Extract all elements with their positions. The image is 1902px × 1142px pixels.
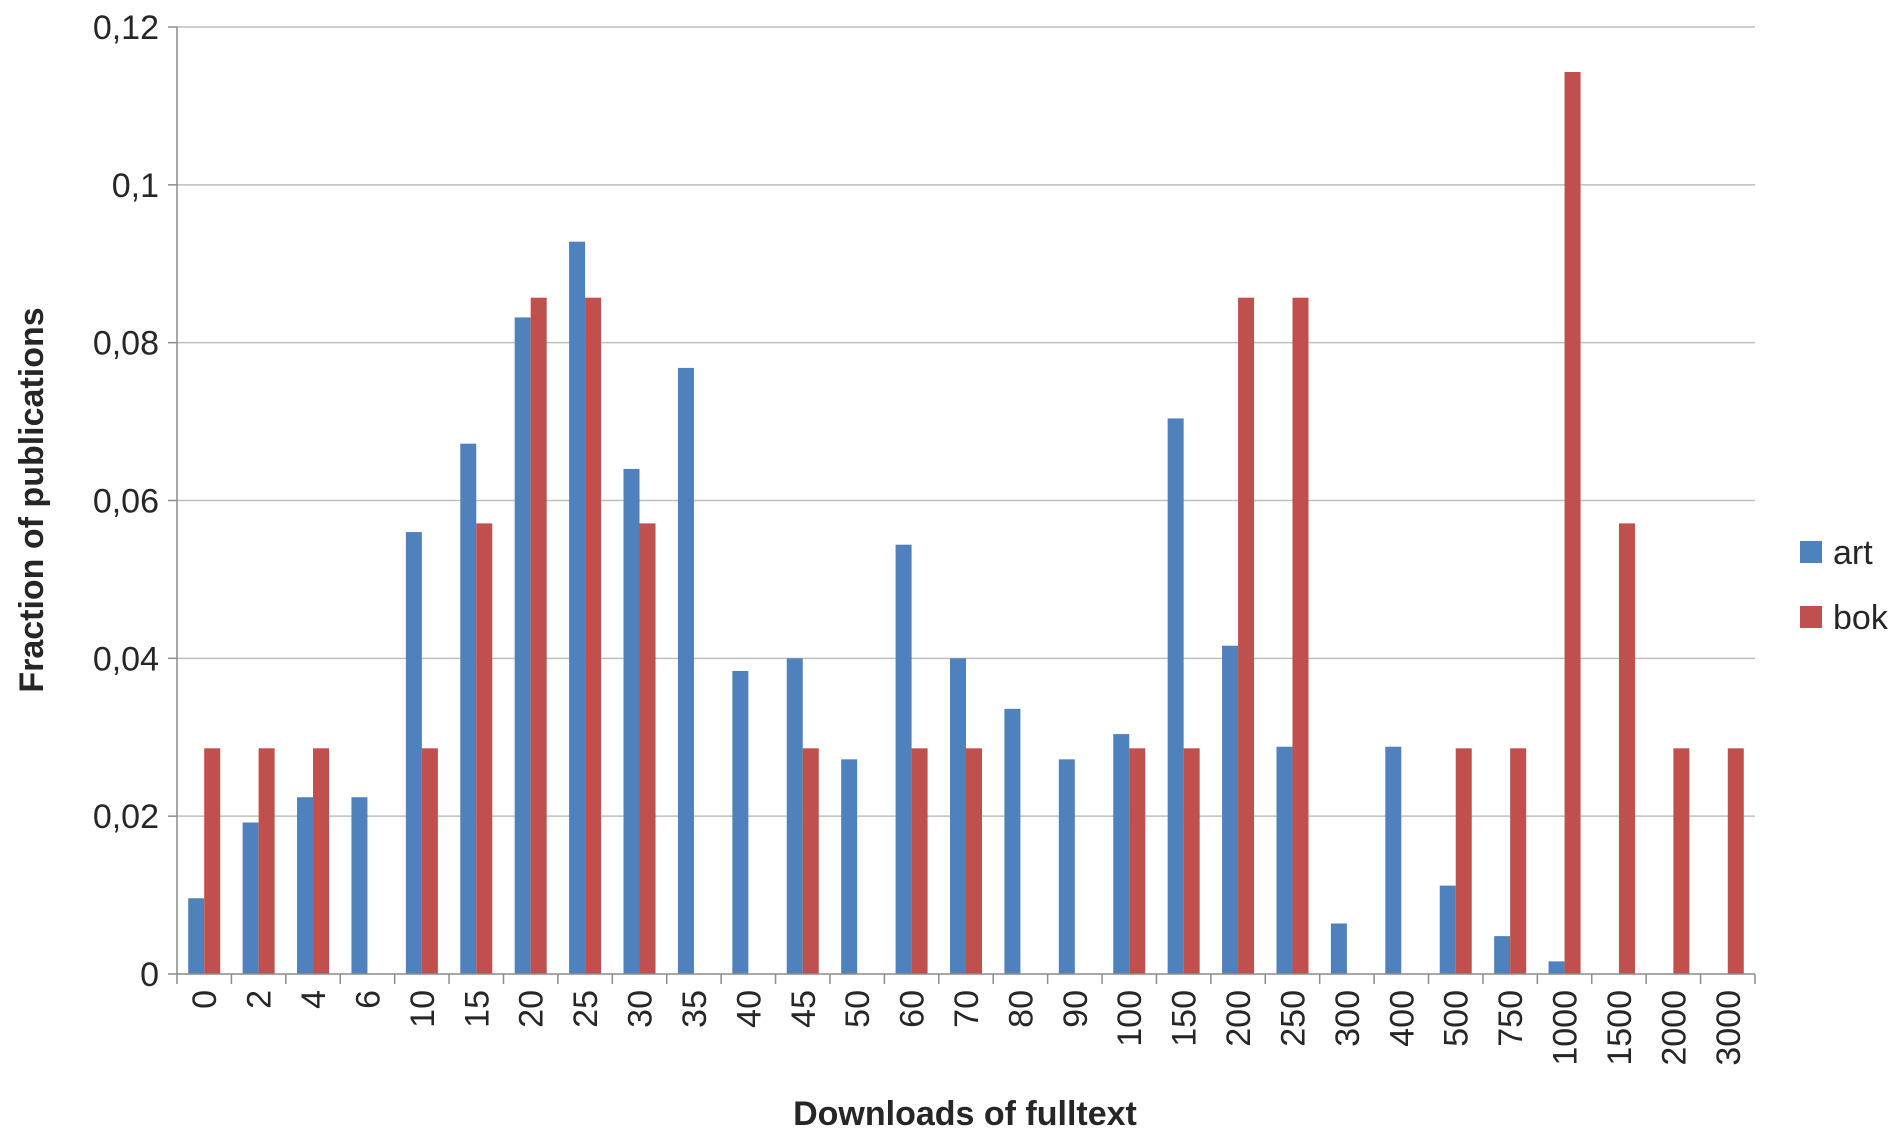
y-tick-label: 0,08 — [93, 325, 159, 363]
bar-art-25 — [569, 241, 586, 975]
x-tick-label: 30 — [622, 990, 660, 1028]
bar-art-100 — [1113, 734, 1130, 974]
x-tick-label: 150 — [1166, 990, 1204, 1047]
bar-art-45 — [786, 658, 803, 974]
gridlines — [168, 26, 1755, 975]
legend-label-bok: bok — [1833, 599, 1889, 637]
bar-bok-0 — [204, 748, 221, 974]
bar-bok-750 — [1510, 748, 1527, 974]
bar-art-400 — [1385, 746, 1402, 974]
x-tick-label: 45 — [785, 990, 823, 1028]
bar-bok-60 — [911, 748, 928, 974]
bar-bok-20 — [530, 297, 547, 974]
y-tick-label: 0,1 — [112, 167, 159, 205]
legend-swatch-art — [1800, 541, 1822, 563]
x-tick-label: 4 — [295, 990, 333, 1009]
bar-art-80 — [1004, 708, 1021, 974]
bar-art-15 — [460, 443, 477, 974]
x-tick-label: 60 — [894, 990, 932, 1028]
x-tick-label: 0 — [186, 990, 224, 1009]
bar-art-6 — [351, 797, 368, 974]
x-tick-label: 3000 — [1710, 990, 1748, 1066]
bar-art-20 — [514, 317, 531, 974]
bar-bok-2000 — [1673, 748, 1690, 974]
y-tick-label: 0,06 — [93, 483, 159, 521]
bar-bok-1500 — [1618, 523, 1635, 974]
bar-art-50 — [841, 759, 858, 974]
bar-bok-100 — [1129, 748, 1146, 974]
y-tick-label: 0 — [140, 956, 159, 994]
bar-art-300 — [1330, 923, 1347, 974]
y-tick-labels: 0 0,02 0,04 0,06 0,08 0,1 0,12 — [93, 9, 159, 994]
bar-art-70 — [950, 658, 966, 974]
x-tick-label: 90 — [1057, 990, 1095, 1028]
x-tick-label: 100 — [1111, 990, 1149, 1047]
bar-art-0 — [188, 898, 205, 974]
bar-art-30 — [623, 468, 640, 974]
bar-bok-500 — [1455, 748, 1472, 974]
axes — [176, 27, 1756, 984]
bar-bok-150 — [1183, 748, 1200, 974]
bar-art-35 — [677, 367, 694, 974]
bar-art-10 — [405, 532, 422, 974]
bar-art-60 — [895, 544, 912, 974]
bar-bok-4 — [313, 748, 330, 974]
x-tick-label: 50 — [839, 990, 877, 1028]
bar-bok-250 — [1292, 297, 1309, 974]
bar-art-4 — [297, 797, 314, 974]
x-tick-label: 2000 — [1655, 990, 1693, 1066]
x-tick-label: 80 — [1002, 990, 1040, 1028]
bar-art-500 — [1439, 885, 1456, 974]
bar-bok-30 — [639, 523, 656, 974]
x-tick-label: 2 — [241, 990, 279, 1009]
bar-bok-10 — [421, 748, 438, 974]
bar-bok-1000 — [1564, 71, 1581, 975]
bar-art-200 — [1222, 645, 1239, 974]
bar-art-2 — [242, 822, 259, 974]
x-axis-title: Downloads of fulltext — [793, 1095, 1137, 1133]
x-tick-label: 1500 — [1601, 990, 1639, 1066]
legend-label-art: art — [1833, 534, 1873, 572]
bar-bok-200 — [1238, 297, 1255, 974]
x-tick-label: 1000 — [1547, 990, 1585, 1066]
x-tick-label: 25 — [567, 990, 605, 1028]
bar-bok-25 — [585, 297, 602, 974]
bar-bok-70 — [966, 748, 982, 974]
x-tick-label: 250 — [1274, 990, 1312, 1047]
x-tick-label: 70 — [948, 990, 986, 1028]
bar-bok-15 — [476, 523, 493, 974]
x-tick-label: 40 — [730, 990, 768, 1028]
bar-art-1000 — [1548, 961, 1565, 974]
x-tick-label: 500 — [1438, 990, 1476, 1047]
bar-art-150 — [1167, 418, 1184, 975]
x-tick-label: 200 — [1220, 990, 1258, 1047]
bar-art-250 — [1276, 746, 1293, 974]
x-tick-label: 6 — [349, 990, 387, 1009]
bar-bok-2 — [258, 748, 275, 974]
x-tick-label: 400 — [1383, 990, 1421, 1047]
bar-bok-3000 — [1727, 748, 1744, 974]
bar-art-90 — [1058, 759, 1075, 974]
y-tick-label: 0,02 — [93, 798, 159, 836]
x-tick-label: 15 — [458, 990, 496, 1028]
bar-art-750 — [1494, 936, 1511, 974]
x-tick-label: 20 — [513, 990, 551, 1028]
y-axis-title: Fraction of publications — [13, 307, 51, 692]
x-tick-label: 300 — [1329, 990, 1367, 1047]
x-tick-label: 35 — [676, 990, 714, 1028]
bars — [188, 71, 1744, 975]
x-tick-labels: 0 2 4 6 10 15 20 25 30 35 40 45 50 60 70 80 90 100 150 200 2… — [186, 990, 1748, 1066]
legend-swatch-bok — [1800, 606, 1822, 628]
bar-art-40 — [732, 670, 749, 974]
x-tick-label: 750 — [1492, 990, 1530, 1047]
y-tick-label: 0,12 — [93, 9, 159, 47]
legend: art bok — [1800, 534, 1889, 637]
bar-bok-45 — [802, 748, 819, 974]
y-tick-label: 0,04 — [93, 640, 159, 678]
x-tick-label: 10 — [404, 990, 442, 1028]
